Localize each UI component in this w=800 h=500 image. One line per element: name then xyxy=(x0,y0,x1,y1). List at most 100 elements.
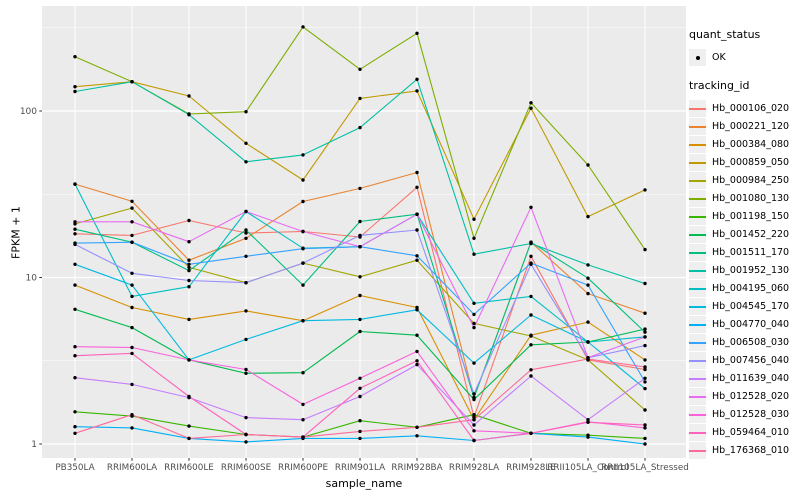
data-point xyxy=(358,419,362,423)
data-point xyxy=(73,227,77,231)
data-point xyxy=(358,429,362,434)
line-swatch-icon xyxy=(689,413,706,416)
legend-key xyxy=(689,442,706,459)
data-point xyxy=(187,285,191,289)
legend-entry: Hb_000106_020 xyxy=(689,100,799,117)
data-point xyxy=(358,329,362,334)
data-point xyxy=(73,242,77,247)
data-point xyxy=(643,343,647,348)
data-point xyxy=(643,426,647,430)
data-point xyxy=(187,113,191,117)
data-point xyxy=(643,330,647,334)
data-point xyxy=(415,228,419,232)
data-point xyxy=(244,209,248,214)
data-point xyxy=(415,170,419,175)
legend-entry-ok: OK xyxy=(689,49,799,66)
data-point xyxy=(415,333,419,337)
x-tick-label: RRIM901LA xyxy=(335,463,385,473)
data-point xyxy=(415,212,419,216)
data-point xyxy=(643,408,647,412)
data-point xyxy=(358,233,362,238)
legend-label: Hb_012528_030 xyxy=(712,409,790,420)
legend-key xyxy=(689,388,706,405)
data-point xyxy=(73,431,77,435)
line-swatch-icon xyxy=(689,287,706,290)
data-point xyxy=(643,436,647,441)
legend: quant_status OK tracking_id Hb_000106_02… xyxy=(689,28,799,460)
data-point xyxy=(415,349,419,354)
data-point xyxy=(472,217,476,221)
legend-entry: Hb_059464_010 xyxy=(689,424,799,441)
data-point xyxy=(130,345,134,350)
line-swatch-icon xyxy=(689,143,706,146)
data-point xyxy=(301,319,305,323)
line-swatch-icon xyxy=(689,323,706,326)
data-point xyxy=(187,262,191,266)
data-point xyxy=(472,301,476,305)
legend-key xyxy=(689,298,706,315)
legend-label: Hb_000106_020 xyxy=(712,103,790,114)
legend-label: Hb_001952_130 xyxy=(712,265,790,276)
data-point xyxy=(244,415,248,420)
legend-key xyxy=(689,136,706,153)
data-point xyxy=(472,415,476,419)
line-swatch-icon xyxy=(689,215,706,218)
data-point xyxy=(130,325,134,330)
data-point xyxy=(130,233,134,238)
legend-key xyxy=(689,316,706,333)
data-point xyxy=(73,283,77,287)
legend-entry: Hb_001511_170 xyxy=(689,244,799,261)
data-point xyxy=(73,425,77,429)
data-point xyxy=(643,365,647,369)
data-point xyxy=(472,325,476,330)
data-point xyxy=(643,367,647,372)
data-point xyxy=(586,435,590,439)
data-point xyxy=(472,236,476,240)
data-point xyxy=(130,283,134,287)
x-tick-label: RRII105LA_Control xyxy=(547,463,629,473)
legend-title-quant-status: quant_status xyxy=(689,28,761,41)
x-tick-label: RRIM928LA xyxy=(449,463,499,473)
data-point xyxy=(244,231,248,235)
data-point xyxy=(358,245,362,249)
legend-entry: Hb_004545_170 xyxy=(689,298,799,315)
data-point xyxy=(244,432,248,437)
data-point xyxy=(301,435,305,439)
legend-entry: Hb_001452_220 xyxy=(689,226,799,243)
data-point xyxy=(415,258,419,262)
data-point xyxy=(73,376,77,380)
legend-entry: Hb_004770_040 xyxy=(689,316,799,333)
data-point xyxy=(643,358,647,362)
data-point xyxy=(244,110,248,114)
data-point xyxy=(73,354,77,358)
legend-entry: Hb_176368_010 xyxy=(689,442,799,459)
line-swatch-icon xyxy=(689,359,706,362)
legend-entry: Hb_006508_030 xyxy=(689,334,799,351)
y-tick-label: 1 xyxy=(31,440,37,450)
legend-key xyxy=(689,244,706,261)
data-point xyxy=(73,89,77,94)
data-point xyxy=(415,77,419,82)
data-point xyxy=(358,96,362,101)
line-swatch-icon xyxy=(689,341,706,344)
data-point xyxy=(358,275,362,279)
line-swatch-icon xyxy=(689,161,706,164)
data-point xyxy=(415,362,419,367)
data-point xyxy=(358,186,362,191)
data-point xyxy=(586,357,590,361)
data-point xyxy=(586,283,590,287)
data-point xyxy=(73,182,77,186)
data-point xyxy=(529,374,533,378)
legend-gap xyxy=(689,67,799,79)
data-point xyxy=(415,434,419,438)
data-point xyxy=(529,294,533,299)
line-swatch-icon xyxy=(689,395,706,398)
legend-key xyxy=(689,406,706,423)
data-point xyxy=(130,294,134,299)
legend-entry: Hb_001952_130 xyxy=(689,262,799,279)
data-point xyxy=(529,106,533,110)
data-point xyxy=(187,424,191,428)
data-point xyxy=(301,371,305,375)
x-tick-label: RRIM600SE xyxy=(221,463,271,473)
data-point xyxy=(187,317,191,322)
